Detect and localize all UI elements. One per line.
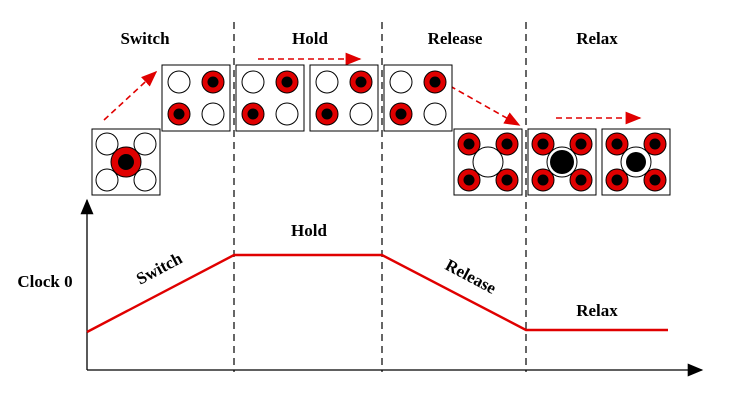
dot-core xyxy=(173,108,185,120)
dot-core xyxy=(649,138,661,150)
phase-title: Hold xyxy=(292,29,328,48)
dot-core xyxy=(537,174,549,186)
dot xyxy=(241,70,265,94)
dot-core xyxy=(501,174,513,186)
dot-core xyxy=(281,76,293,88)
dot-core xyxy=(429,76,441,88)
clock-curve xyxy=(86,253,668,334)
dot xyxy=(133,132,157,156)
dot-core xyxy=(575,174,587,186)
dot-core xyxy=(501,138,513,150)
dot xyxy=(133,168,157,192)
dot xyxy=(315,70,339,94)
phase-title: Switch xyxy=(120,29,170,48)
axes xyxy=(80,198,704,377)
dot-core xyxy=(537,138,549,150)
transition-arrows xyxy=(103,52,642,126)
dot-core xyxy=(463,174,475,186)
center-core xyxy=(626,152,646,172)
curve-label: Switch xyxy=(133,248,186,288)
dot xyxy=(389,70,413,94)
phase-title: Release xyxy=(428,29,483,48)
curve-label: Hold xyxy=(291,221,327,240)
dot-core xyxy=(247,108,259,120)
curve-label: Relax xyxy=(576,301,618,320)
dot-core xyxy=(321,108,333,120)
dot xyxy=(423,102,447,126)
dot-core xyxy=(649,174,661,186)
dot-core xyxy=(611,174,623,186)
dot-core xyxy=(207,76,219,88)
dot-core xyxy=(395,108,407,120)
separators xyxy=(233,22,527,372)
center-core xyxy=(550,150,574,174)
dot xyxy=(275,102,299,126)
state-boxes xyxy=(91,64,671,196)
phase-title: Relax xyxy=(576,29,618,48)
dot-core xyxy=(575,138,587,150)
dot xyxy=(167,70,191,94)
dot xyxy=(95,168,119,192)
dot xyxy=(95,132,119,156)
y-axis-label: Clock 0 xyxy=(17,272,72,291)
dot-core xyxy=(463,138,475,150)
dot xyxy=(201,102,225,126)
center-core xyxy=(118,154,134,170)
dot xyxy=(349,102,373,126)
center xyxy=(472,146,504,178)
dot-core xyxy=(355,76,367,88)
dot-core xyxy=(611,138,623,150)
